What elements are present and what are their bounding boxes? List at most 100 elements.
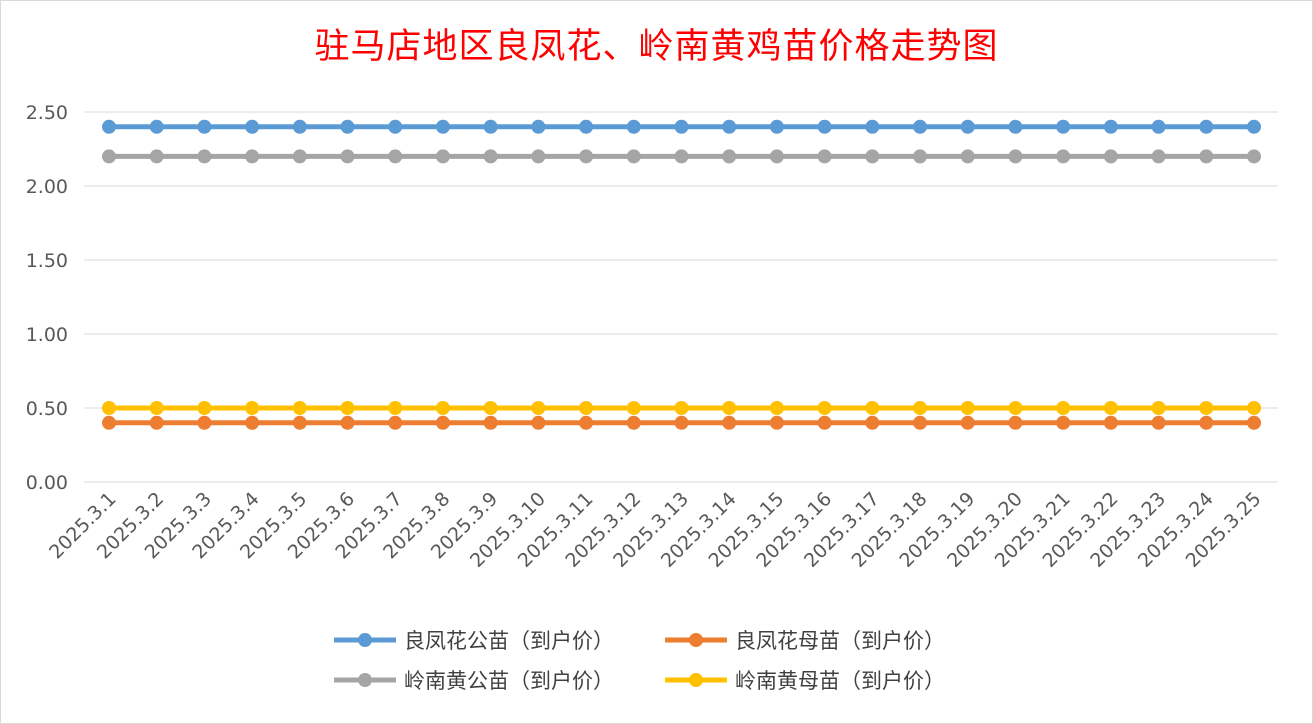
data-point [149,415,164,430]
data-point [674,401,689,415]
data-point [1151,149,1166,164]
data-point [1247,415,1261,430]
data-point [245,415,260,430]
data-point [197,415,212,430]
data-point [197,401,212,415]
data-point [340,401,355,415]
data-point [626,401,641,415]
data-point [722,149,737,164]
data-point [817,119,832,134]
data-point [1008,119,1023,134]
data-point [674,415,689,430]
data-point [340,119,355,134]
legend-marker [358,673,372,687]
data-point [197,119,212,134]
data-point [435,119,450,134]
data-point [722,119,737,134]
data-point [674,149,689,164]
data-point [626,415,641,430]
data-point [483,401,498,415]
data-point [865,401,880,415]
data-point [1151,415,1166,430]
legend-label: 岭南黄公苗（到户价） [404,669,614,693]
data-point [626,149,641,164]
data-point [483,415,498,430]
y-tick-label: 2.50 [26,102,68,124]
data-point [483,119,498,134]
legend-label: 岭南黄母苗（到户价） [735,669,945,693]
data-point [149,401,164,415]
data-point [102,149,116,164]
data-point [1151,119,1166,134]
data-point [960,119,975,134]
data-point [1103,119,1118,134]
data-point [292,415,307,430]
data-point [1056,401,1071,415]
data-point [674,119,689,134]
data-point [340,415,355,430]
data-point [913,119,928,134]
data-point [769,415,784,430]
data-point [435,415,450,430]
data-point [1008,149,1023,164]
legend-marker [689,633,703,647]
legend-label: 良凤花公苗（到户价） [404,629,614,653]
data-point [149,149,164,164]
data-point [1199,401,1214,415]
data-point [960,149,975,164]
data-point [102,401,116,415]
data-point [388,401,403,415]
data-point [197,149,212,164]
data-point [817,401,832,415]
data-point [769,401,784,415]
data-point [340,149,355,164]
data-point [913,149,928,164]
data-point [865,149,880,164]
data-point [722,415,737,430]
y-tick-label: 2.00 [26,176,68,198]
data-point [769,119,784,134]
data-point [531,119,546,134]
data-point [1056,119,1071,134]
data-point [531,401,546,415]
data-point [102,119,116,134]
data-point [1103,415,1118,430]
data-point [388,415,403,430]
data-point [769,149,784,164]
data-point [722,401,737,415]
y-tick-label: 0.00 [26,472,68,494]
data-point [1199,149,1214,164]
y-tick-label: 1.00 [26,324,68,346]
data-point [1103,149,1118,164]
data-point [865,415,880,430]
data-point [531,149,546,164]
data-point [292,149,307,164]
data-point [817,415,832,430]
data-point [245,401,260,415]
data-point [1008,401,1023,415]
y-tick-label: 1.50 [26,250,68,272]
chart-title: 驻马店地区良凤花、岭南黄鸡苗价格走势图 [314,27,999,67]
data-point [102,415,116,430]
data-point [579,149,594,164]
data-point [245,149,260,164]
data-point [1247,401,1261,415]
data-point [435,149,450,164]
data-point [292,119,307,134]
legend-marker [689,673,703,687]
data-point [579,401,594,415]
data-point [1151,401,1166,415]
data-point [913,415,928,430]
data-point [531,415,546,430]
data-point [960,415,975,430]
data-point [1008,415,1023,430]
data-point [913,401,928,415]
data-point [149,119,164,134]
data-point [388,119,403,134]
data-point [579,119,594,134]
data-point [960,401,975,415]
data-point [1056,149,1071,164]
legend-marker [358,633,372,647]
